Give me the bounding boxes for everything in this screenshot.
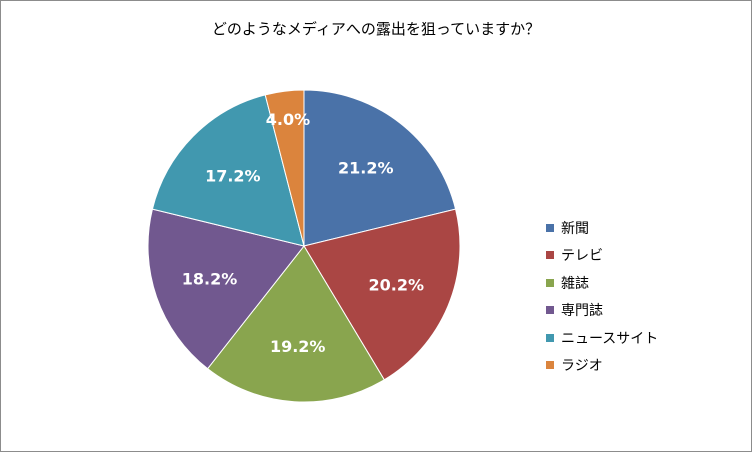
chart-legend: 新聞テレビ雑誌専門誌ニュースサイト ラジオ [546, 214, 658, 379]
legend-swatch [546, 333, 554, 342]
legend-label: 雑誌 [561, 275, 589, 292]
slice-data-label: 18.2% [182, 270, 238, 289]
slice-data-label: 4.0% [266, 110, 310, 129]
pie-slice [303, 89, 457, 247]
legend-item: 雑誌 [546, 269, 658, 297]
chart-title: どのようなメディアへの露出を狙っていますか？ [211, 20, 541, 38]
legend-swatch [546, 306, 554, 315]
pie-slice [147, 208, 305, 370]
slice-data-label: 17.2% [205, 167, 261, 186]
legend-swatch [546, 223, 554, 232]
slice-data-label: 19.2% [270, 337, 326, 356]
pie-slice [303, 208, 461, 381]
legend-label: 専門誌 [561, 303, 603, 320]
legend-item: テレビ [546, 242, 658, 270]
legend-label: ニュースサイト [561, 330, 659, 347]
legend-swatch [546, 278, 554, 287]
legend-item: ニュースサイト [546, 324, 658, 352]
pie-slice [206, 245, 385, 403]
slice-data-label: 20.2% [369, 276, 425, 295]
legend-label: ラジオ [561, 358, 603, 375]
legend-swatch [546, 251, 554, 260]
legend-label: 新聞 [561, 220, 589, 237]
pie-slice [264, 89, 305, 247]
legend-item: 新聞 [546, 214, 658, 242]
legend-item: 専門誌 [546, 297, 658, 325]
legend-swatch [546, 361, 554, 370]
slice-data-label: 21.2% [338, 158, 394, 177]
pie-slice [151, 94, 305, 247]
legend-label: テレビ [561, 248, 603, 265]
legend-item: ラジオ [546, 352, 658, 380]
